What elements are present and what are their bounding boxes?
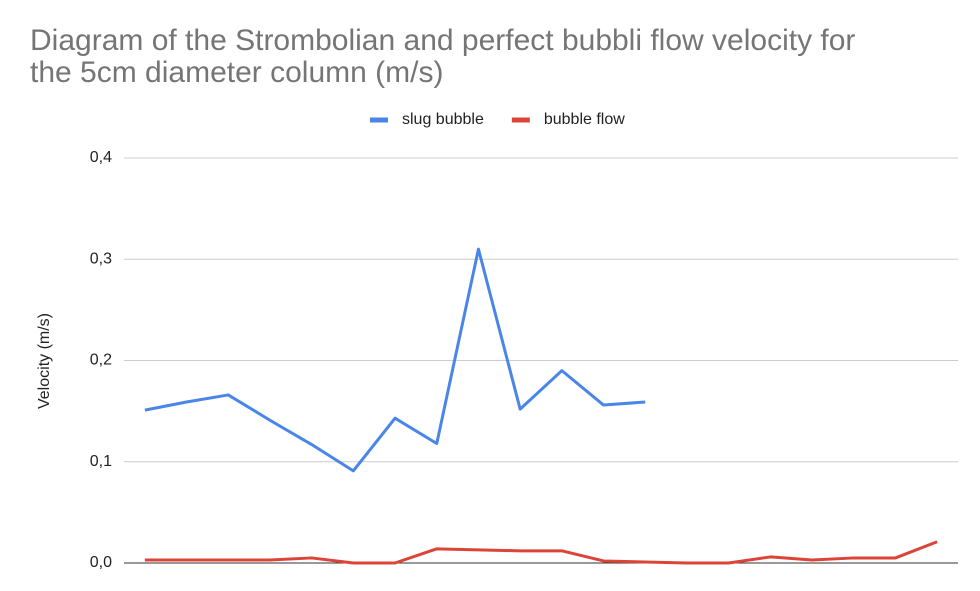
series-line: [144, 247, 646, 473]
legend-label: slug bubble: [402, 111, 484, 128]
y-tick-label: 0,1: [90, 453, 112, 470]
chart-title: Diagram of the Strombolian and perfect b…: [30, 24, 855, 89]
y-tick-label: 0,2: [90, 352, 112, 369]
y-tick-label: 0,3: [90, 250, 112, 267]
y-tick-label: 0,0: [90, 554, 112, 571]
y-axis-title: Velocity (m/s): [36, 313, 53, 409]
series-line: [144, 540, 938, 565]
y-tick-label: 0,4: [90, 149, 112, 166]
legend-label: bubble flow: [544, 111, 625, 128]
